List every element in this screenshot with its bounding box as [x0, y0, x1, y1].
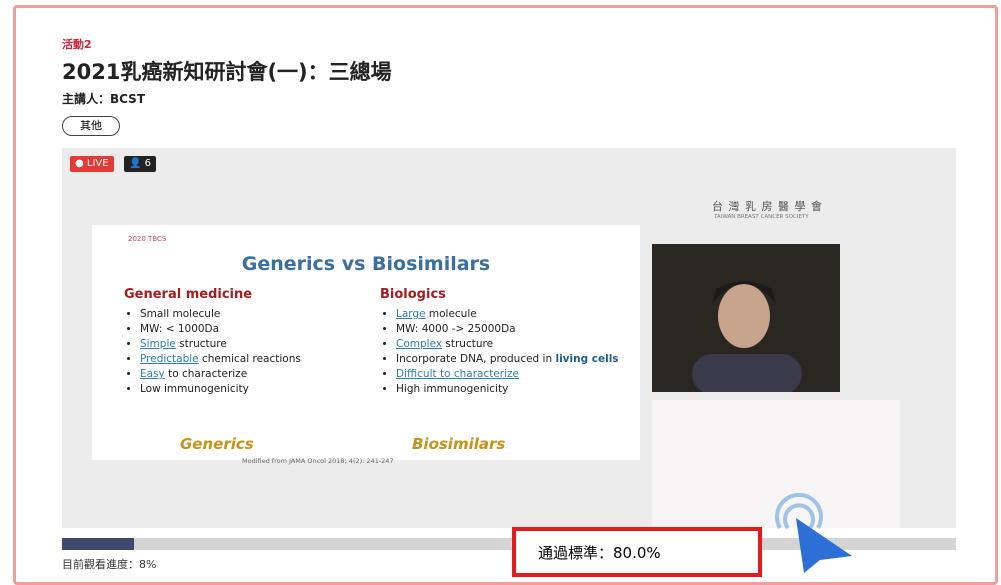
- item-text: structure: [442, 338, 493, 350]
- viewer-count: 6: [145, 158, 151, 169]
- progress-fill: [62, 538, 134, 550]
- bullet-item: Predictable chemical reactions: [140, 353, 301, 365]
- bullet-item: Low immunogenicity: [140, 383, 301, 395]
- speaker: 主講人：BCST: [62, 90, 145, 107]
- item-text: to characterize: [165, 368, 247, 380]
- item-text: molecule: [426, 308, 477, 320]
- bullet-item: Complex structure: [396, 338, 619, 350]
- item-text: chemical reactions: [199, 353, 301, 365]
- bullet-item: Large molecule: [396, 308, 619, 320]
- column-heading: General medicine: [124, 287, 301, 302]
- bullet-item: MW: < 1000Da: [140, 323, 301, 335]
- cursor-icon: [760, 488, 860, 573]
- video-player[interactable]: ● LIVE 👤 6 台 灣 乳 房 醫 學 會 TAIWAN BREAST C…: [62, 148, 956, 528]
- bullet-item: High immunogenicity: [396, 383, 619, 395]
- strong-text: living cells: [555, 353, 618, 365]
- bullet-item: Incorporate DNA, produced in living cell…: [396, 353, 619, 365]
- column-footer: Biosimilars: [412, 435, 505, 453]
- bullet-item: MW: 4000 -> 25000Da: [396, 323, 619, 335]
- item-text: MW: 4000 -> 25000Da: [396, 323, 516, 335]
- column-footer: Generics: [180, 435, 254, 453]
- item-text: Low immunogenicity: [140, 383, 249, 395]
- item-text: Small molecule: [140, 308, 220, 320]
- link-word: Simple: [140, 338, 176, 350]
- slide-column: General medicine Small molecule MW: < 1000…: [124, 287, 301, 398]
- progress-label: 目前觀看進度：8%: [62, 556, 156, 572]
- bullet-item: Difficult to characterize: [396, 368, 619, 380]
- category-tag[interactable]: 其他: [62, 116, 120, 136]
- presenter-video: [652, 244, 840, 392]
- society-english: TAIWAN BREAST CANCER SOCIETY: [714, 214, 809, 220]
- bullet-item: Small molecule: [140, 308, 301, 320]
- slide-logo: 2020 TBCS: [128, 235, 166, 243]
- item-text: High immunogenicity: [396, 383, 508, 395]
- link-word: Complex: [396, 338, 442, 350]
- link-word: Large: [396, 308, 426, 320]
- column-heading: Biologics: [380, 287, 619, 302]
- society-name: 台 灣 乳 房 醫 學 會: [712, 198, 823, 214]
- page: 活動2 2021乳癌新知研討會(一)：三總場 主講人：BCST 其他 ● LIV…: [0, 0, 1001, 573]
- item-text: structure: [176, 338, 227, 350]
- slide-source: Modified from JAMA Oncol 2018; 4(2): 241…: [242, 457, 394, 465]
- slide: 2020 TBCS Generics vs Biosimilars Genera…: [92, 225, 640, 460]
- link-word: Easy: [140, 368, 165, 380]
- bullet-item: Easy to characterize: [140, 368, 301, 380]
- pass-standard: 通過標準：80.0%: [512, 527, 762, 577]
- live-badge: ● LIVE: [70, 156, 114, 172]
- item-text: MW: < 1000Da: [140, 323, 219, 335]
- slide-title: Generics vs Biosimilars: [92, 253, 640, 275]
- event-title: 2021乳癌新知研討會(一)：三總場: [62, 56, 392, 86]
- live-text: LIVE: [87, 158, 109, 169]
- link-word: Difficult to characterize: [396, 368, 519, 380]
- bullet-item: Simple structure: [140, 338, 301, 350]
- link-word: Predictable: [140, 353, 199, 365]
- activity-label: 活動2: [62, 36, 92, 52]
- viewer-badge: 👤 6: [124, 156, 156, 172]
- presenter: [652, 244, 840, 392]
- slide-column: Biologics Large molecule MW: 4000 -> 25000…: [380, 287, 619, 398]
- item-text: Incorporate DNA, produced in: [396, 353, 555, 365]
